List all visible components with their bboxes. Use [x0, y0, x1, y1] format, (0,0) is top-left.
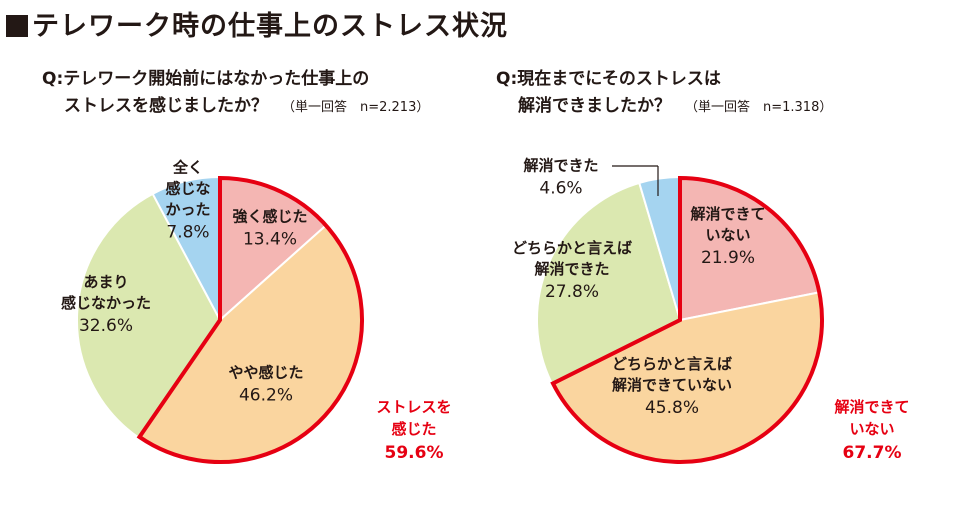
pie2-highlight-value: 67.7%: [843, 443, 902, 463]
pie2-slice-2-value: 45.8%: [645, 398, 699, 418]
pie2-slice-4-label-1: 解消できた: [523, 157, 598, 175]
pie1-slice-4-value: 7.8%: [166, 223, 209, 243]
pie2-slice-3-label-2: 解消できた: [534, 260, 609, 278]
pie1-slice-4-label-3: かった: [165, 201, 210, 219]
pie2-slice-1-label-2: いない: [705, 226, 750, 244]
pie1-slice-3-label-1: あまり: [83, 273, 128, 291]
pie2-slice-3-value: 27.8%: [545, 282, 599, 302]
pie1-highlight-label-1: ストレスを: [376, 398, 451, 416]
question-1: Q:テレワーク開始前にはなかった仕事上の ストレスを感じましたか？ （単一回答 n…: [42, 66, 429, 121]
pie1-highlight-outline: [136, 175, 364, 464]
pie1-slice-3-value: 32.6%: [79, 316, 133, 336]
pie2-slice-4-value: 4.6%: [539, 179, 582, 199]
question-1-line1: Q:テレワーク開始前にはなかった仕事上の: [42, 69, 370, 89]
pie1-highlight-label-2: 感じた: [391, 420, 436, 438]
square-bullet-icon: [6, 15, 28, 37]
pie2-slice-1-label-1: 解消できて: [690, 205, 765, 223]
page-title-text: テレワーク時の仕事上のストレス状況: [32, 11, 508, 42]
pie2-highlight-label-1: 解消できて: [834, 398, 909, 416]
pie2-highlight-label-2: いない: [849, 420, 894, 438]
question-1-line2: ストレスを感じましたか？: [64, 96, 268, 116]
pie2-slice-2-label-1: どちらかと言えば: [612, 355, 732, 373]
pie1-slice-3-label-2: 感じなかった: [61, 294, 151, 312]
question-1-note: （単一回答 n=2.213）: [282, 100, 430, 115]
question-2: Q:現在までにそのストレスは 解消できましたか？ （単一回答 n=1.318）: [496, 66, 832, 121]
pie2-slice-2-label-2: 解消できていない: [612, 376, 732, 394]
pie2-slice-3: [536, 181, 682, 386]
pie1-slice-2-label-1: やや感じた: [228, 364, 303, 382]
question-2-note: （単一回答 n=1.318）: [685, 100, 833, 115]
pie1-slice-2-value: 46.2%: [239, 386, 293, 406]
pie2-highlight-outline: [550, 175, 824, 464]
pie1-slice-4-label-1: 全く: [172, 159, 203, 177]
pie2-slice-3-label-1: どちらかと言えば: [512, 239, 632, 257]
pie2-slice-1-value: 21.9%: [701, 248, 755, 268]
question-2-line1: Q:現在までにそのストレスは: [496, 69, 721, 89]
pie1-slice-1-value: 13.4%: [243, 230, 297, 250]
pie1-slice-1-label-1: 強く感じた: [232, 208, 307, 226]
page-title: テレワーク時の仕事上のストレス状況: [6, 4, 508, 43]
question-2-line2: 解消できましたか？: [518, 96, 671, 116]
pie1-highlight-value: 59.6%: [385, 443, 444, 463]
pie1-slice-4-label-2: 感じな: [165, 180, 210, 198]
